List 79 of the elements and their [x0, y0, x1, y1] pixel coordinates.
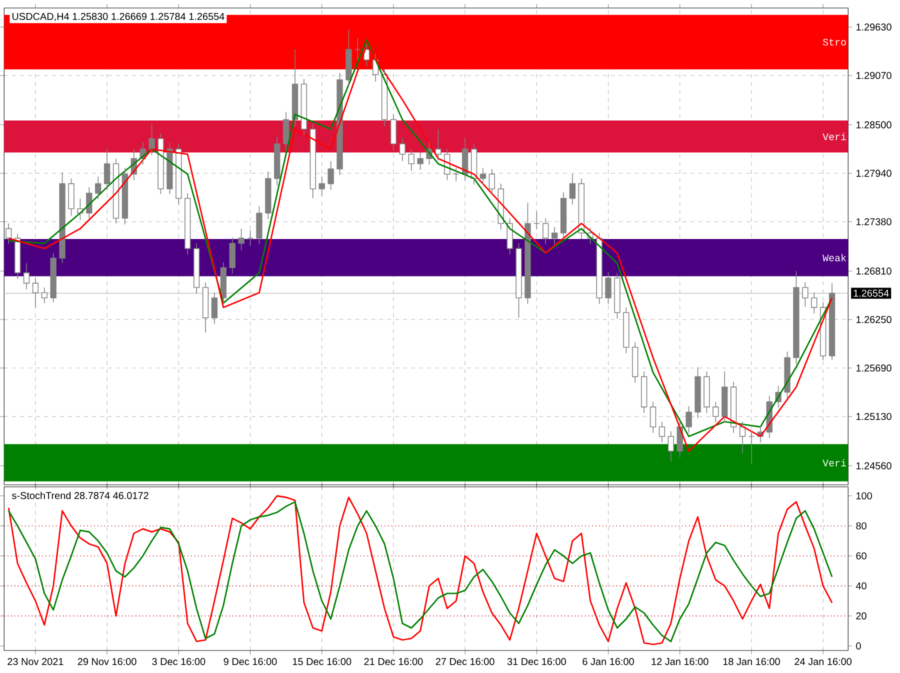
y-tick-label: 1.29070 [856, 72, 892, 79]
candlestick [470, 143, 478, 185]
y-tick-label: 100 [856, 492, 872, 500]
candlestick [640, 370, 648, 414]
candlestick [211, 292, 218, 324]
x-tick-label: 24 Jan 16:00 [794, 658, 852, 665]
y-tick-label: 80 [856, 522, 866, 530]
candlestick [318, 176, 325, 196]
candlestick [310, 123, 316, 199]
y-tick-label: 1.26810 [856, 267, 892, 274]
x-tick-label: 23 Nov 2021 [8, 658, 64, 665]
candlestick [668, 430, 674, 462]
candlestick [488, 168, 495, 196]
candlestick [408, 148, 414, 171]
candlestick [282, 111, 290, 151]
x-tick-label: 27 Dec 16:00 [436, 658, 494, 665]
candlestick [32, 277, 39, 308]
candlestick [292, 48, 298, 127]
y-tick-label: 1.28500 [856, 121, 892, 128]
y-tick-label: 1.29630 [856, 23, 892, 30]
candlestick [104, 148, 110, 190]
x-tick-label: 3 Dec 16:00 [152, 658, 206, 665]
x-tick-label: 31 Dec 16:00 [507, 658, 566, 665]
candlestick [748, 430, 755, 464]
x-tick-label: 12 Jan 16:00 [652, 658, 708, 665]
candlestick [480, 167, 486, 185]
x-tick-label: 18 Jan 16:00 [723, 658, 780, 665]
band-label: Weak [822, 254, 846, 262]
candlestick [122, 167, 128, 225]
chart-title: USDCAD,H4 1.25830 1.26669 1.25784 1.26554 [12, 12, 224, 21]
candlestick [184, 192, 191, 255]
x-tick-label: 6 Jan 16:00 [582, 658, 634, 665]
candlestick [811, 292, 818, 314]
candlestick [739, 421, 746, 454]
candlestick [41, 286, 48, 304]
candlestick [650, 401, 656, 434]
candlestick [578, 178, 584, 240]
y-tick-label: 40 [856, 582, 866, 590]
candlestick [202, 282, 209, 333]
candlestick [229, 236, 236, 274]
candlestick [23, 262, 30, 290]
candlestick [390, 114, 397, 151]
chart-title: s-StochTrend 28.7874 46.0172 [12, 492, 148, 499]
candlestick [14, 233, 21, 280]
candlestick [453, 167, 460, 182]
candlestick [399, 137, 406, 162]
y-tick-label: 0 [856, 642, 861, 650]
candlestick [560, 192, 567, 240]
ref-line-label: 1.26554 [854, 290, 889, 297]
y-tick-label: 1.27380 [856, 218, 892, 226]
candlestick [551, 226, 558, 244]
x-tick-label: 29 Nov 16:00 [78, 658, 136, 665]
band-label: Stro [822, 38, 846, 46]
candlestick [658, 421, 666, 443]
y-tick-label: 1.25130 [856, 412, 892, 420]
candlestick [220, 262, 226, 304]
y-tick-label: 1.26250 [856, 316, 892, 323]
candlestick [542, 218, 549, 244]
candlestick [95, 176, 102, 200]
x-tick-label: 21 Dec 16:00 [364, 658, 423, 665]
x-tick-label: 9 Dec 16:00 [224, 658, 277, 665]
candlestick [722, 370, 728, 423]
y-tick-label: 1.24560 [856, 462, 892, 470]
band-label: Veri [822, 132, 846, 140]
y-tick-label: 1.27940 [856, 170, 892, 177]
y-tick-label: 1.25690 [856, 364, 892, 372]
y-tick-label: 60 [856, 552, 866, 560]
candlestick [354, 38, 361, 60]
y-tick-label: 20 [856, 612, 866, 620]
x-tick-label: 15 Dec 16:00 [292, 658, 352, 665]
candlestick [632, 341, 638, 383]
band-label: Veri [822, 458, 846, 466]
candlestick [300, 78, 308, 136]
candlestick [828, 282, 836, 360]
candlestick [730, 381, 737, 434]
candlestick [193, 242, 200, 294]
candlestick [274, 136, 280, 186]
candlestick [569, 174, 576, 205]
candlestick [6, 222, 12, 244]
